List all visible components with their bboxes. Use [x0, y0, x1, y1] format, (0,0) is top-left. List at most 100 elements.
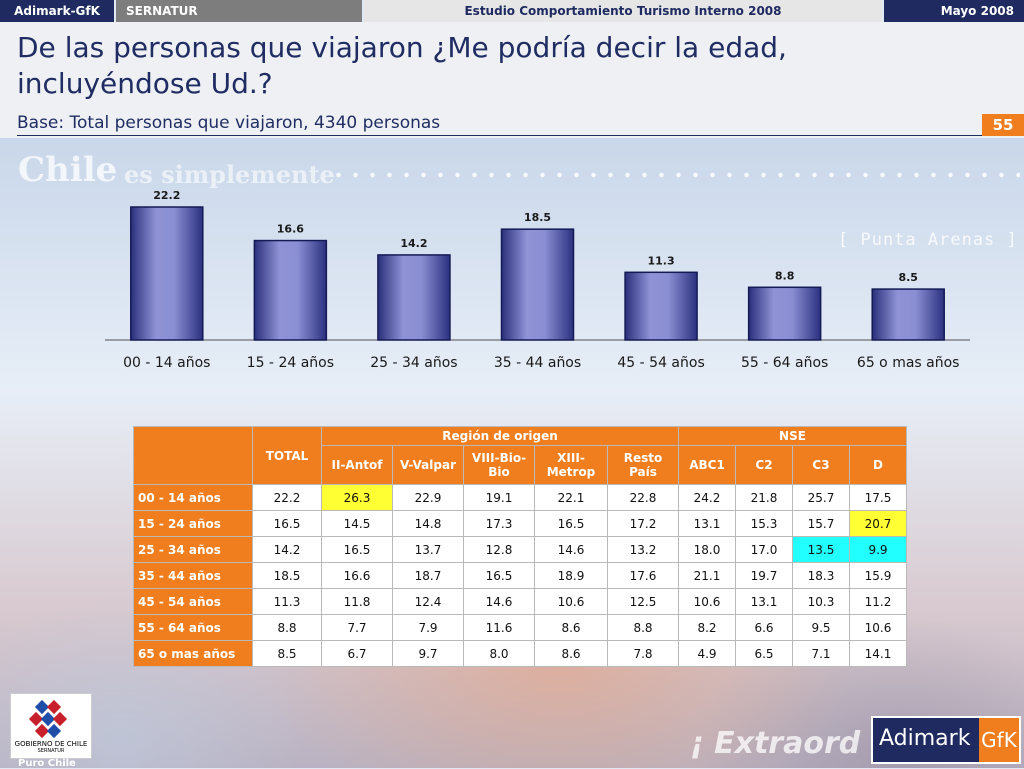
row-label: 55 - 64 años — [133, 614, 253, 641]
row-label: 65 o mas años — [133, 640, 253, 667]
region-group-header: Región de origen — [321, 426, 679, 446]
bar-2 — [377, 254, 451, 341]
gobierno-emblem-icon — [28, 699, 68, 739]
bar-1 — [253, 239, 328, 341]
gobierno-caption: GOBIERNO DE CHILE SERNATUR — [14, 740, 88, 754]
table-cell: 8.2 — [678, 614, 736, 641]
table-row: 00 - 14 años 22.2 26.3 22.9 19.1 22.1 22.8 24.2… — [133, 484, 907, 511]
table-cell: 13.2 — [607, 536, 679, 563]
table-cell: 19.1 — [463, 484, 535, 511]
slide-subtitle: Base: Total personas que viajaron, 4340 … — [17, 113, 441, 133]
table-cell: 8.6 — [534, 614, 608, 641]
column-header: ABC1 — [678, 445, 736, 485]
table-cell: 6.5 — [735, 640, 793, 667]
table-row: 45 - 54 años 11.3 11.8 12.4 14.6 10.6 12.5 10.6… — [133, 588, 907, 615]
table-cell: 16.5 — [534, 510, 608, 537]
table-cell: 4.9 — [678, 640, 736, 667]
total-cell: 8.8 — [252, 614, 322, 641]
table-cell: 22.9 — [392, 484, 464, 511]
bar-4 — [624, 271, 698, 341]
table-cell: 11.8 — [321, 588, 393, 615]
table-cell: 10.3 — [792, 588, 850, 615]
row-label: 15 - 24 años — [133, 510, 253, 537]
x-tick-label: 25 - 34 años — [370, 355, 457, 371]
header-divider — [17, 135, 982, 136]
watermark-dots — [330, 172, 1020, 178]
column-header: C2 — [735, 445, 793, 485]
column-header-row: II-Antof V-Valpar VIII-Bio-Bio XIII-Metrop R… — [134, 445, 907, 485]
table-cell: 25.7 — [792, 484, 850, 511]
table-cell: 17.6 — [607, 562, 679, 589]
table-cell: 17.3 — [463, 510, 535, 537]
page-number: 55 — [982, 114, 1024, 136]
table-corner — [133, 426, 253, 485]
top-bar: Adimark-GfK SERNATUR Estudio Comportamie… — [0, 0, 1024, 22]
bar-3 — [500, 228, 575, 341]
table-cell: 12.8 — [463, 536, 535, 563]
total-cell: 18.5 — [252, 562, 322, 589]
bar-5 — [747, 286, 822, 341]
total-cell: 14.2 — [252, 536, 322, 563]
table-cell: 9.9 — [849, 536, 907, 563]
bar-value-label: 18.5 — [524, 211, 551, 224]
table-cell: 7.8 — [607, 640, 679, 667]
age-breakdown-table: TOTAL Región de origen NSE II-Antof V-Val… — [133, 426, 907, 667]
puro-chile-caption: Puro Chile — [18, 758, 76, 769]
client-label: SERNATUR — [116, 0, 362, 22]
watermark-slogan: Chile — [18, 150, 118, 190]
table-cell: 21.1 — [678, 562, 736, 589]
table-cell: 6.7 — [321, 640, 393, 667]
watermark-place: [ Punta Arenas ] — [838, 230, 1018, 250]
bar-value-label: 8.8 — [775, 269, 795, 282]
slide-header — [0, 22, 1024, 138]
x-tick-label: 55 - 64 años — [741, 355, 828, 371]
table-cell: 9.5 — [792, 614, 850, 641]
table-cell: 12.4 — [392, 588, 464, 615]
row-label: 35 - 44 años — [133, 562, 253, 589]
column-header: XIII-Metrop — [534, 445, 608, 485]
table-cell: 17.0 — [735, 536, 793, 563]
table-cell: 13.1 — [735, 588, 793, 615]
table-row: 15 - 24 años 16.5 14.5 14.8 17.3 16.5 17.2 13.1… — [133, 510, 907, 537]
row-label: 00 - 14 años — [133, 484, 253, 511]
brand-label: Adimark-GfK — [0, 0, 114, 22]
table-cell: 22.8 — [607, 484, 679, 511]
table-cell: 10.6 — [534, 588, 608, 615]
bar-value-label: 16.6 — [277, 223, 304, 236]
table-cell: 24.2 — [678, 484, 736, 511]
table-row: 35 - 44 años 18.5 16.6 18.7 16.5 18.9 17.6 21.1… — [133, 562, 907, 589]
x-tick-label: 00 - 14 años — [123, 355, 210, 371]
table-cell: 18.7 — [392, 562, 464, 589]
table-cell: 7.1 — [792, 640, 850, 667]
gobierno-logo: GOBIERNO DE CHILE SERNATUR — [10, 693, 92, 759]
table-cell: 7.7 — [321, 614, 393, 641]
adimark-gfk-logo: Adimark GfK — [871, 716, 1021, 764]
table-cell: 15.3 — [735, 510, 793, 537]
column-header: V-Valpar — [392, 445, 464, 485]
gfk-logo-text: GfK — [979, 718, 1019, 762]
table-cell: 11.6 — [463, 614, 535, 641]
study-label: Estudio Comportamiento Turismo Interno 2… — [364, 0, 882, 22]
table-body: 00 - 14 años 22.2 26.3 22.9 19.1 22.1 22.8 24.2… — [133, 484, 907, 667]
column-header: VIII-Bio-Bio — [463, 445, 535, 485]
table-cell: 10.6 — [678, 588, 736, 615]
table-cell: 8.0 — [463, 640, 535, 667]
table-cell: 6.6 — [735, 614, 793, 641]
table-cell: 14.8 — [392, 510, 464, 537]
table-cell: 17.2 — [607, 510, 679, 537]
bar-0 — [130, 206, 204, 341]
column-header: II-Antof — [321, 445, 393, 485]
table-cell: 16.5 — [463, 562, 535, 589]
table-row: 25 - 34 años 14.2 16.5 13.7 12.8 14.6 13.2 18.0… — [133, 536, 907, 563]
column-header: Resto País — [607, 445, 679, 485]
column-header: D — [849, 445, 907, 485]
watermark-slogan-rest: es simplemente — [124, 160, 335, 189]
row-label: 25 - 34 años — [133, 536, 253, 563]
table-cell: 16.6 — [321, 562, 393, 589]
table-cell: 26.3 — [321, 484, 393, 511]
table-cell: 18.0 — [678, 536, 736, 563]
row-label: 45 - 54 años — [133, 588, 253, 615]
table-cell: 14.6 — [463, 588, 535, 615]
table-cell: 7.9 — [392, 614, 464, 641]
table-cell: 13.7 — [392, 536, 464, 563]
